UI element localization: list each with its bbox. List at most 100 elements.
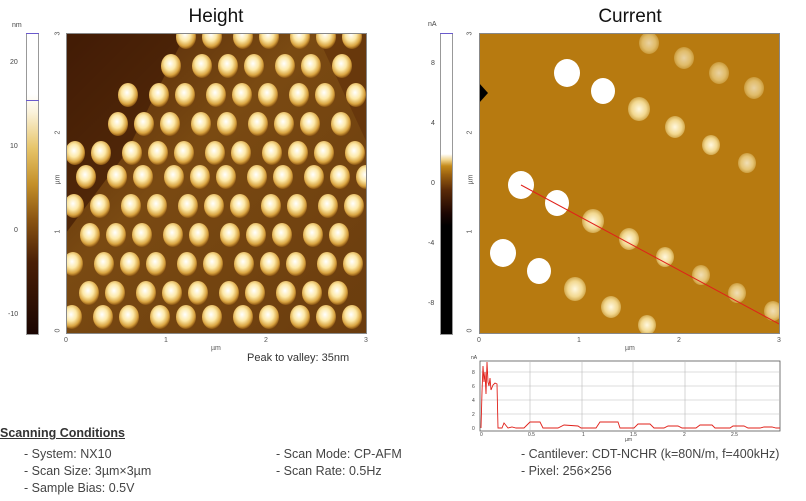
height-colorbar-top-marker — [26, 33, 39, 34]
height-feature-blob — [93, 305, 113, 329]
height-feature-blob — [231, 141, 251, 165]
height-feature-blob — [290, 33, 310, 49]
height-feature-blob — [286, 252, 306, 276]
height-cb-tick: 20 — [10, 59, 18, 66]
height-y-tick: 0 — [54, 328, 62, 333]
condition-scan-rate: - Scan Rate: 0.5Hz — [276, 464, 382, 478]
height-feature-blob — [94, 252, 114, 276]
height-feature-blob — [290, 305, 310, 329]
current-x-tick: 3 — [777, 337, 781, 344]
height-feature-blob — [177, 252, 197, 276]
height-colorbar-unit: nm — [12, 22, 22, 29]
height-feature-blob — [76, 165, 96, 189]
height-feature-blob — [304, 165, 324, 189]
profile-y-tick: 8 — [472, 370, 475, 376]
height-feature-blob — [260, 252, 280, 276]
height-feature-blob — [91, 141, 111, 165]
height-y-label: µm — [54, 174, 62, 185]
height-feature-blob — [148, 141, 168, 165]
height-feature-blob — [247, 165, 267, 189]
current-feature-disk — [702, 135, 720, 155]
height-feature-blob — [317, 252, 337, 276]
height-cb-tick: 10 — [10, 143, 18, 150]
height-feature-blob — [163, 223, 183, 247]
height-feature-blob — [330, 165, 350, 189]
height-feature-blob — [346, 83, 366, 107]
height-feature-blob — [344, 194, 364, 218]
height-feature-blob — [150, 305, 170, 329]
height-feature-blob — [149, 83, 169, 107]
profile-x-tick: 1 — [582, 432, 585, 438]
current-feature-disk — [656, 247, 674, 267]
height-feature-blob — [301, 54, 321, 78]
current-x-tick: 2 — [677, 337, 681, 344]
height-feature-blob — [218, 54, 238, 78]
current-x-label: µm — [625, 345, 635, 352]
height-feature-blob — [232, 83, 252, 107]
height-feature-blob — [133, 165, 153, 189]
current-feature-disk — [709, 62, 729, 84]
current-feature-disk — [764, 301, 780, 321]
height-feature-blob — [248, 112, 268, 136]
current-feature-disk — [591, 78, 615, 104]
height-feature-blob — [118, 83, 138, 107]
height-feature-blob — [316, 33, 336, 49]
scanning-conditions-heading: Scanning Conditions — [0, 426, 125, 440]
height-feature-blob — [190, 165, 210, 189]
height-colorbar — [26, 33, 39, 335]
height-feature-blob — [246, 223, 266, 247]
height-feature-blob — [275, 54, 295, 78]
height-feature-blob — [331, 112, 351, 136]
height-feature-blob — [274, 112, 294, 136]
current-feature-disk — [601, 296, 621, 318]
profile-y-unit: nA — [471, 355, 478, 361]
current-cb-tick: 4 — [431, 120, 435, 127]
height-feature-blob — [66, 141, 85, 165]
profile-line — [520, 184, 780, 326]
current-feature-disk — [665, 116, 685, 138]
height-feature-blob — [202, 33, 222, 49]
height-x-tick: 1 — [164, 337, 168, 344]
height-feature-blob — [289, 83, 309, 107]
height-feature-blob — [259, 33, 279, 49]
current-cb-tick: 0 — [431, 180, 435, 187]
height-feature-blob — [132, 223, 152, 247]
height-feature-blob — [121, 194, 141, 218]
height-feature-blob — [105, 281, 125, 305]
height-map-image — [66, 33, 367, 334]
current-cb-tick: -8 — [428, 300, 435, 307]
height-cb-tick: -10 — [8, 311, 19, 318]
current-feature-disk — [738, 153, 756, 173]
condition-scan-size: - Scan Size: 3µm×3µm — [24, 464, 152, 478]
height-feature-blob — [244, 54, 264, 78]
condition-pixel: - Pixel: 256×256 — [521, 464, 612, 478]
height-feature-blob — [189, 223, 209, 247]
height-feature-blob — [220, 223, 240, 247]
profile-x-tick: 2.5 — [731, 432, 738, 438]
current-cb-tick: -4 — [428, 240, 435, 247]
height-feature-blob — [203, 252, 223, 276]
height-feature-blob — [178, 194, 198, 218]
height-feature-blob — [302, 281, 322, 305]
profile-y-tick: 2 — [472, 412, 475, 418]
height-feature-blob — [342, 33, 362, 49]
current-x-tick: 0 — [477, 337, 481, 344]
profile-x-tick: 0 — [480, 432, 483, 438]
profile-y-tick: 0 — [472, 426, 475, 432]
current-feature-disk — [744, 77, 764, 99]
height-feature-blob — [204, 194, 224, 218]
height-feature-blob — [107, 165, 127, 189]
height-feature-blob — [356, 165, 367, 189]
height-feature-blob — [314, 141, 334, 165]
current-map-image — [479, 33, 780, 334]
height-title: Height — [188, 6, 244, 27]
current-feature-disk — [628, 97, 650, 121]
condition-scan-mode: - Scan Mode: CP-AFM — [276, 447, 402, 461]
height-feature-blob — [329, 223, 349, 247]
height-feature-blob — [259, 305, 279, 329]
height-y-tick: 3 — [54, 31, 62, 36]
height-feature-blob — [191, 112, 211, 136]
current-colorbar-top-marker — [440, 33, 453, 34]
condition-sample-bias: - Sample Bias: 0.5V — [24, 481, 135, 495]
current-feature-disk — [619, 228, 639, 250]
